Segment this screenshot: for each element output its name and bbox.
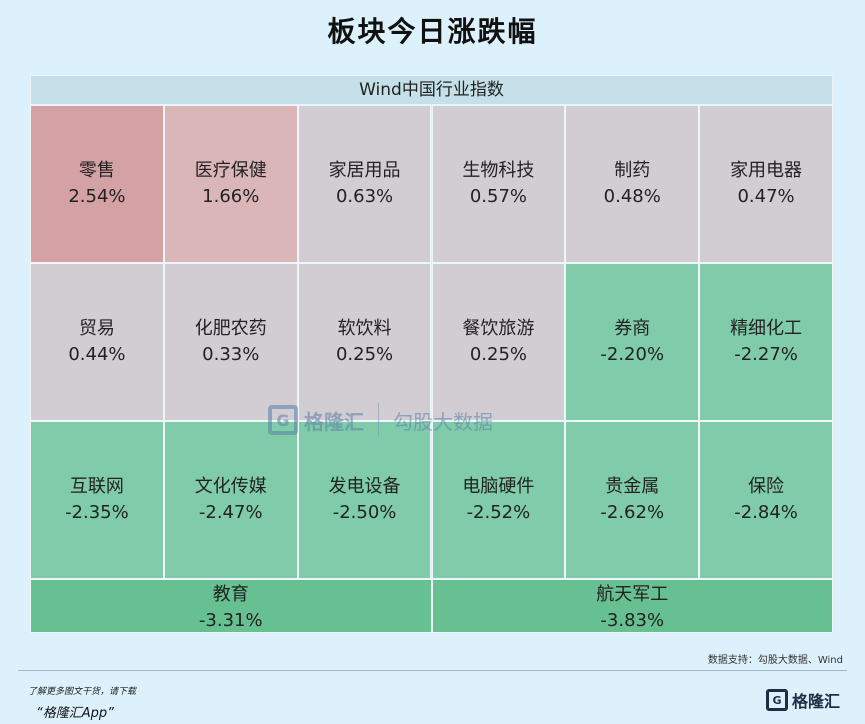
tile-value: 0.25% bbox=[335, 344, 394, 365]
heatmap-tile: 制药 0.48% bbox=[565, 105, 700, 263]
tile-value: 0.63% bbox=[335, 186, 394, 207]
tile-value: -3.83% bbox=[600, 610, 665, 631]
tile-value: -2.20% bbox=[600, 344, 665, 365]
tile-value: -2.84% bbox=[734, 502, 798, 523]
tile-value: -2.52% bbox=[466, 502, 531, 523]
tile-label: 教育 bbox=[212, 584, 249, 605]
tile-value: 0.25% bbox=[469, 344, 527, 365]
heatmap-tile: 发电设备 -2.50% bbox=[297, 421, 432, 579]
tile-value: 0.33% bbox=[202, 344, 260, 365]
heatmap-tile: 文化传媒 -2.47% bbox=[163, 421, 298, 579]
tile-label: 家用电器 bbox=[730, 160, 803, 181]
tile-label: 制药 bbox=[614, 160, 651, 181]
tile-label: 零售 bbox=[78, 160, 115, 181]
index-header: Wind中国行业指数 bbox=[30, 75, 833, 105]
tile-label: 餐饮旅游 bbox=[462, 318, 535, 339]
tile-label: 文化传媒 bbox=[194, 476, 267, 497]
heatmap-tile: 贸易 0.44% bbox=[30, 263, 164, 421]
heatmap-tile: 航天军工 -3.83% bbox=[431, 579, 833, 633]
heatmap-tile: 教育 -3.31% bbox=[30, 579, 432, 633]
tile-value: -2.47% bbox=[198, 502, 263, 523]
tile-label: 精细化工 bbox=[730, 318, 803, 339]
footer-app-name: “格隆汇App” bbox=[36, 706, 114, 721]
tile-label: 化肥农药 bbox=[194, 318, 267, 339]
footer-note: 了解更多图文干货，请下载 bbox=[28, 687, 137, 697]
heatmap-tile: 家用电器 0.47% bbox=[699, 105, 833, 263]
tile-value: -3.31% bbox=[198, 610, 263, 631]
heatmap-tile: 软饮料 0.25% bbox=[297, 263, 432, 421]
tile-value: -2.35% bbox=[65, 502, 129, 523]
tile-label: 电脑硬件 bbox=[462, 476, 535, 497]
heatmap-tile: 家居用品 0.63% bbox=[297, 105, 432, 263]
tile-value: -2.62% bbox=[600, 502, 665, 523]
heatmap-tile: 餐饮旅游 0.25% bbox=[431, 263, 566, 421]
heatmap-tile: 电脑硬件 -2.52% bbox=[431, 421, 566, 579]
tile-label: 贵金属 bbox=[605, 476, 660, 497]
tile-label: 券商 bbox=[614, 318, 651, 339]
heatmap-tile: 贵金属 -2.62% bbox=[565, 421, 700, 579]
tile-label: 互联网 bbox=[69, 476, 124, 497]
heatmap-tile: 化肥农药 0.33% bbox=[163, 263, 298, 421]
heatmap-tile: 保险 -2.84% bbox=[699, 421, 833, 579]
tile-value: 0.48% bbox=[603, 186, 661, 207]
heatmap-tile: 精细化工 -2.27% bbox=[699, 263, 833, 421]
tile-label: 贸易 bbox=[78, 318, 115, 339]
tile-value: -2.50% bbox=[332, 502, 397, 523]
tile-value: 2.54% bbox=[68, 186, 126, 207]
heatmap-tile: 生物科技 0.57% bbox=[431, 105, 566, 263]
sector-heatmap: 零售 2.54% 医疗保健 1.66% 家居用品 0.63% 生物科技 0.57% 制药 0.48… bbox=[30, 105, 833, 633]
tile-label: 航天军工 bbox=[596, 584, 669, 605]
tile-label: 发电设备 bbox=[328, 476, 401, 497]
tile-value: 1.66% bbox=[202, 186, 260, 207]
tile-value: 0.44% bbox=[68, 344, 126, 365]
page-title: 板块今日涨跌幅 bbox=[327, 15, 538, 48]
tile-value: -2.27% bbox=[734, 344, 798, 365]
tile-label: 保险 bbox=[748, 476, 785, 497]
tile-value: 0.47% bbox=[737, 186, 795, 207]
brand-logo-text: 格隆汇 bbox=[792, 692, 841, 711]
heatmap-tile: 互联网 -2.35% bbox=[30, 421, 164, 579]
tile-label: 医疗保健 bbox=[194, 160, 267, 181]
footer-divider bbox=[18, 670, 847, 671]
heatmap-tile: 零售 2.54% bbox=[30, 105, 164, 263]
heatmap-tile: 券商 -2.20% bbox=[565, 263, 700, 421]
brand-logo-icon: G bbox=[766, 689, 788, 711]
tile-label: 家居用品 bbox=[328, 160, 401, 181]
footer-logo[interactable]: G 格隆汇 bbox=[766, 688, 840, 712]
tile-label: 软饮料 bbox=[337, 318, 392, 339]
heatmap-tile: 医疗保健 1.66% bbox=[163, 105, 298, 263]
data-source: 数据支持：勾股大数据、Wind bbox=[707, 655, 843, 666]
tile-value: 0.57% bbox=[469, 186, 527, 207]
tile-label: 生物科技 bbox=[462, 160, 535, 181]
